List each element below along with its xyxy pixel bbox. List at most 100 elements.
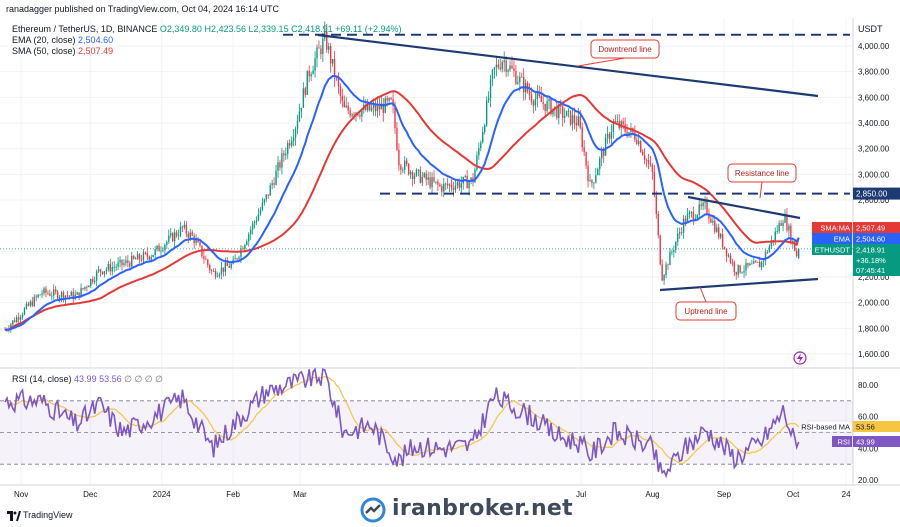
candle [92,276,94,285]
candle-body [476,155,478,170]
candle-body [749,263,751,266]
candle-body [530,94,533,102]
candle-body [443,183,445,192]
candle-body [251,223,254,230]
sma-legend[interactable]: SMA (50, close) 2,507.49 [12,46,113,56]
candle-body [780,223,782,226]
candle [411,170,414,187]
candle [64,295,67,305]
candle [177,229,180,240]
resistance-callout-label: Resistance line [735,169,790,178]
candle [101,271,104,276]
price-tick-label: 4,000.00 [858,42,890,51]
candle [665,261,667,279]
candle [49,289,51,297]
candle-body [265,194,267,200]
candle [341,88,344,108]
candle [320,45,322,60]
candle [614,114,617,123]
candle [170,228,172,239]
candle [207,258,209,268]
candle [507,68,509,77]
candle-body [788,225,790,231]
candle [616,114,618,123]
candle [485,96,488,127]
candle [464,174,466,178]
ema-price-tag-label: EMA [834,235,850,244]
candle-body [58,297,61,299]
time-tick-label: Sep [717,490,732,499]
candle-body [222,267,225,272]
candle-body [179,226,182,236]
candle-body [16,317,18,322]
candle-body [207,259,209,265]
replay-icon-bolt [797,353,803,363]
candle [43,286,45,296]
candle-body [133,255,135,259]
symbol-name[interactable]: Ethereum / TetherUS, 1D, BINANCE [12,24,158,34]
candle [121,259,123,271]
candle [86,285,88,292]
price-tick-label: 2,800.00 [858,196,890,205]
candle [733,260,735,277]
candle-body [688,212,691,215]
candle-body [92,279,94,282]
candle [684,215,687,227]
candle-body [97,269,100,272]
candle [328,42,330,54]
candle [443,178,445,198]
rsi-legend[interactable]: RSI (14, close) 43.99 53.56 ∅ ∅ ∅ ∅ [12,374,163,385]
candle [786,207,788,233]
candle-body [255,220,258,222]
candle-body [310,74,312,77]
candle-body [692,212,695,220]
candle-body [757,262,759,263]
candle [261,197,264,212]
candle-body [271,183,273,186]
candle [589,174,591,182]
broker-logo-icon [360,497,386,523]
ema-legend[interactable]: EMA (20, close) 2,504.60 [12,35,113,45]
candle-body [318,47,320,49]
candle [203,250,205,264]
candle [144,251,147,255]
candle-body [218,274,221,276]
candle-body [53,289,55,296]
candle-body [760,261,763,268]
candle-body [152,255,154,257]
candle [94,276,96,285]
candle-body [406,160,408,164]
candle [591,178,593,188]
candle-body [655,195,657,215]
candle [680,227,683,236]
candle-body [491,70,494,80]
candle [677,227,679,246]
candle [201,245,203,259]
candle-body [49,293,51,296]
candle-body [587,165,589,182]
downtrend-callout: Downtrend line [577,39,660,67]
candle [154,246,156,259]
candle-body [784,214,786,223]
candle-body [501,62,503,70]
candle-body [43,288,45,294]
candle-body [367,103,369,111]
candle [115,263,117,272]
candle-body [702,202,704,207]
candle [743,265,745,279]
candle-body [253,221,256,224]
candle-body [39,294,41,296]
time-tick-label: Mar [293,490,307,499]
candle-body [429,177,431,188]
candle-body [144,252,147,254]
candle [641,149,644,156]
currency-label[interactable]: USDT [858,24,883,34]
candle-body [753,261,755,264]
tradingview-brand[interactable]: TradingView [23,510,73,520]
candle-body [698,204,700,215]
candle-body [279,162,281,168]
candle [540,87,542,103]
candle [686,207,689,223]
candle [265,194,267,203]
candle-body [719,234,722,238]
